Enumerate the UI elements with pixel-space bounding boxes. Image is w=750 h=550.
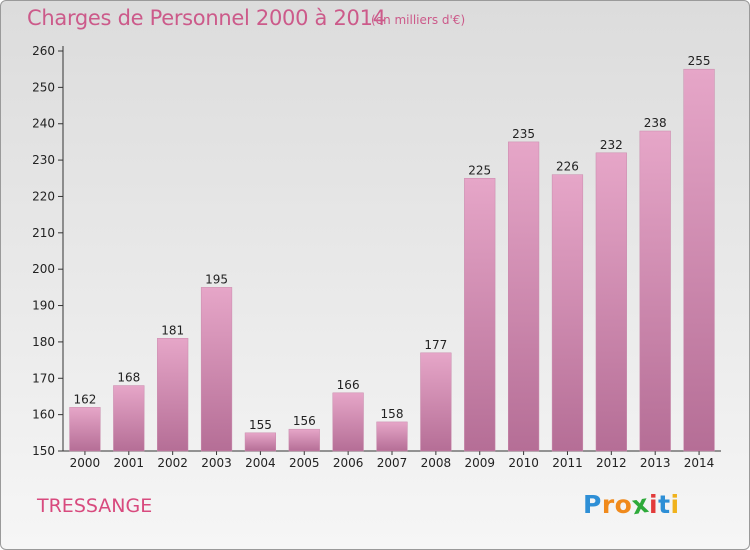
data-label-2004: 155: [249, 418, 272, 432]
data-label-2001: 168: [117, 371, 140, 385]
data-label-2011: 226: [556, 160, 579, 174]
bar-2001: [113, 385, 145, 452]
bar-2004: [244, 432, 277, 452]
x-tick-label-2006: 2006: [333, 456, 364, 470]
bar-2013: [639, 130, 671, 452]
chart-title: Charges de Personnel 2000 à 2014: [27, 6, 386, 30]
bar-2003: [200, 287, 233, 452]
data-label-2013: 238: [644, 116, 667, 130]
x-tick-label-2008: 2008: [421, 456, 452, 470]
bar-2009: [464, 178, 496, 452]
x-tick-label-2000: 2000: [70, 456, 101, 470]
x-tick-label-2001: 2001: [114, 456, 145, 470]
bar-2014: [683, 68, 715, 452]
logo-letter: i: [670, 490, 680, 519]
y-tick-label: 180: [32, 335, 55, 349]
y-tick-label: 210: [32, 226, 55, 240]
data-label-2003: 195: [205, 272, 228, 286]
bar-2008: [420, 352, 452, 452]
bar-2002: [157, 338, 189, 452]
data-label-2006: 166: [337, 378, 360, 392]
logo-letter: r: [601, 490, 615, 519]
y-tick-label: 150: [32, 444, 55, 458]
x-tick-label-2010: 2010: [508, 456, 539, 470]
x-tick-label-2004: 2004: [245, 456, 276, 470]
data-label-2005: 156: [293, 414, 316, 428]
x-tick-label-2012: 2012: [596, 456, 627, 470]
bar-2005: [288, 428, 320, 452]
y-tick-label: 190: [32, 299, 55, 313]
y-tick-label: 220: [32, 189, 55, 203]
y-tick-label: 250: [32, 80, 55, 94]
logo-letter: i: [649, 490, 659, 519]
x-tick-label-2003: 2003: [201, 456, 232, 470]
bar-2000: [69, 407, 101, 452]
data-label-2014: 255: [688, 54, 711, 68]
bar-2010: [507, 141, 540, 452]
logo-letter: P: [583, 490, 602, 519]
x-tick-label-2007: 2007: [377, 456, 408, 470]
commune-name: TRESSANGE: [37, 495, 153, 517]
y-tick-label: 260: [32, 44, 55, 58]
proxiti-logo[interactable]: Proxiti: [583, 489, 680, 520]
y-tick-label: 240: [32, 117, 55, 131]
bar-2006: [332, 392, 364, 452]
x-tick-label-2011: 2011: [552, 456, 583, 470]
y-tick-label: 170: [32, 371, 55, 385]
data-label-2012: 232: [600, 138, 623, 152]
logo-letter: t: [658, 490, 671, 519]
y-tick-label: 160: [32, 408, 55, 422]
bar-2011: [551, 174, 584, 452]
x-tick-label-2009: 2009: [464, 456, 495, 470]
x-tick-label-2013: 2013: [640, 456, 671, 470]
data-label-2000: 162: [73, 392, 96, 406]
y-tick-label: 230: [32, 153, 55, 167]
data-label-2010: 235: [512, 127, 535, 141]
data-label-2002: 181: [161, 323, 184, 337]
logo-letter: o: [614, 490, 633, 519]
x-tick-label-2002: 2002: [157, 456, 188, 470]
chart-unit: (en milliers d'€): [371, 13, 466, 27]
data-label-2007: 158: [381, 407, 404, 421]
data-label-2009: 225: [468, 163, 491, 177]
x-tick-label-2014: 2014: [684, 456, 715, 470]
y-tick-label: 200: [32, 262, 55, 276]
bar-2012: [595, 152, 627, 452]
x-tick-label-2005: 2005: [289, 456, 320, 470]
bar-2007: [376, 421, 408, 452]
data-label-2008: 177: [424, 338, 447, 352]
